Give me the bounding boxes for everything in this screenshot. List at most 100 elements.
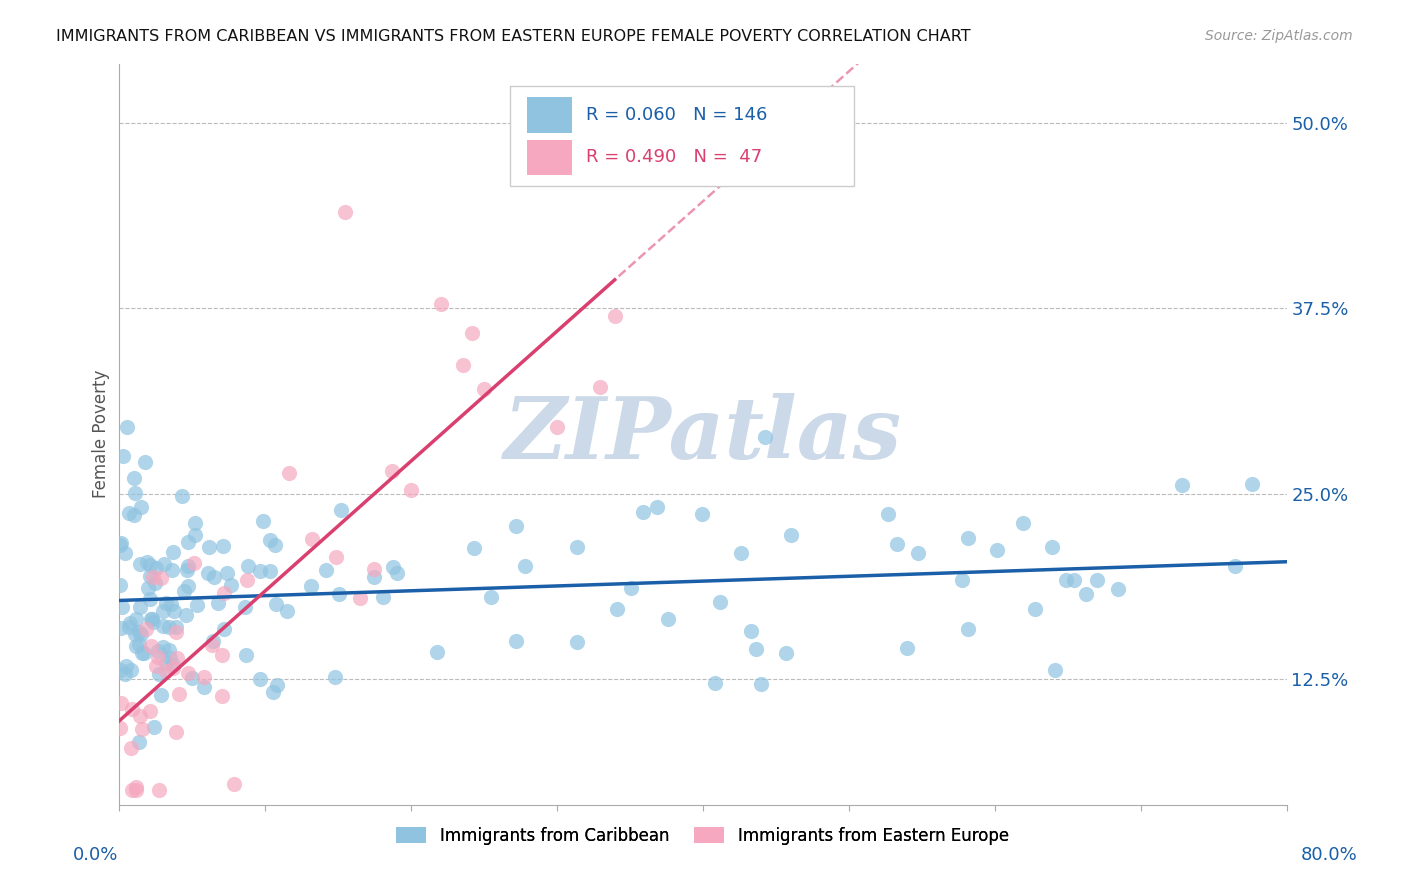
Point [381,559,404,574]
Point [1223,559,1246,574]
Point [129,709,152,723]
Point [131,722,153,736]
Point [426,645,449,659]
Point [118,506,141,520]
Point [277,466,299,480]
Point [620,581,643,595]
Point [709,595,731,609]
Point [134,455,156,469]
Point [149,688,172,702]
Point [214,622,236,636]
Point [301,533,323,547]
Point [125,780,148,794]
Point [120,615,142,630]
Point [120,663,142,677]
Point [1171,477,1194,491]
Point [177,559,200,574]
Point [603,309,626,323]
Point [197,540,219,554]
Point [125,640,148,654]
Point [252,514,274,528]
Point [986,543,1008,558]
Point [135,556,157,570]
Point [219,577,242,591]
Point [249,564,271,578]
Point [373,590,395,604]
Point [139,639,162,653]
Point [266,678,288,692]
Y-axis label: Female Poverty: Female Poverty [93,370,110,499]
Point [1054,573,1077,587]
Point [876,507,898,521]
Point [162,545,184,559]
Point [259,564,281,578]
Point [211,690,233,704]
Point [120,740,142,755]
Point [472,382,495,396]
Point [159,650,181,665]
Point [463,541,485,556]
Point [111,449,134,463]
Point [131,627,153,641]
Point [110,721,132,735]
Point [139,611,162,625]
Legend: Immigrants from Caribbean, Immigrants from Eastern Europe: Immigrants from Caribbean, Immigrants fr… [389,821,1015,852]
Point [323,669,346,683]
Point [176,563,198,577]
Point [886,537,908,551]
Point [399,483,422,497]
Text: R = 0.490   N =  47: R = 0.490 N = 47 [586,148,762,167]
Point [110,696,132,710]
Point [174,608,197,623]
Point [143,719,166,733]
Point [233,600,256,615]
Point [193,680,215,694]
Point [108,578,131,592]
Point [155,656,177,670]
Point [114,546,136,560]
Point [148,666,170,681]
Point [145,658,167,673]
Point [957,622,980,636]
Point [333,205,356,219]
Point [134,646,156,660]
Point [118,619,141,633]
Point [1024,602,1046,616]
Point [264,597,287,611]
Point [153,557,176,571]
Point [385,566,408,581]
Point [136,581,159,595]
Point [381,465,404,479]
Point [505,634,527,648]
Point [129,557,152,571]
Point [950,573,973,587]
Point [141,611,163,625]
Point [177,534,200,549]
Text: IMMIGRANTS FROM CARIBBEAN VS IMMIGRANTS FROM EASTERN EUROPE FEMALE POVERTY CORRE: IMMIGRANTS FROM CARIBBEAN VS IMMIGRANTS … [56,29,972,44]
Point [606,602,628,616]
Point [165,620,187,634]
Point [957,532,980,546]
Point [114,666,136,681]
Point [167,687,190,701]
Point [135,622,157,636]
Point [166,651,188,665]
Point [145,561,167,575]
Point [183,556,205,570]
Point [115,420,138,434]
Point [235,648,257,662]
Point [184,516,207,530]
Point [162,657,184,672]
Point [479,590,502,604]
Text: Source: ZipAtlas.com: Source: ZipAtlas.com [1205,29,1353,43]
Point [451,358,474,372]
Point [740,624,762,638]
Point [546,419,568,434]
Point [262,685,284,699]
Point [193,670,215,684]
Point [139,704,162,718]
Point [183,528,205,542]
Text: ZIPatlas: ZIPatlas [503,392,901,476]
Point [146,650,169,665]
Point [160,563,183,577]
